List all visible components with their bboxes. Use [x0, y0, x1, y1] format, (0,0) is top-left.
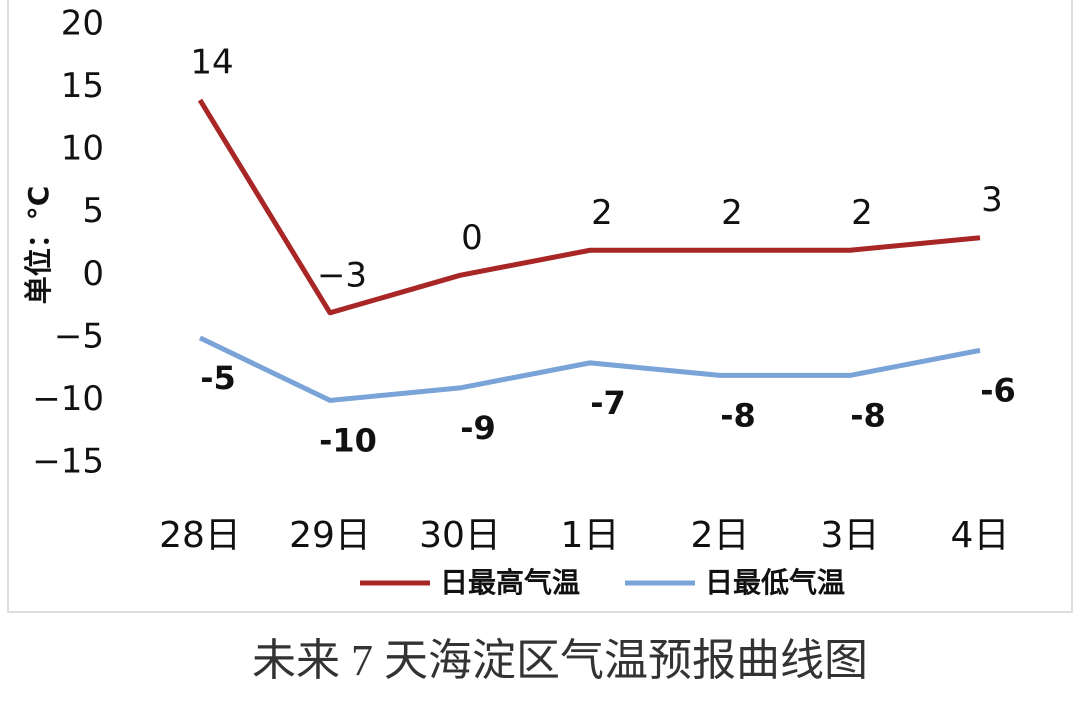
data-label: -5	[200, 359, 236, 397]
y-tick-label: 15	[61, 66, 104, 106]
y-tick-label: 20	[61, 4, 104, 44]
legend-label: 日最高气温	[440, 566, 580, 599]
y-tick-label: −5	[54, 316, 104, 356]
y-tick-label: −15	[32, 442, 104, 482]
data-label: 14	[190, 43, 233, 83]
data-label: -8	[850, 396, 886, 434]
data-label: 2	[591, 193, 613, 233]
x-tick-label: 2日	[691, 515, 750, 556]
y-tick-label: 10	[61, 129, 104, 169]
y-tick-label: 5	[82, 191, 104, 231]
data-label: 3	[981, 180, 1003, 220]
data-label: -9	[460, 409, 496, 447]
data-label: 2	[721, 193, 743, 233]
x-tick-label: 4日	[951, 515, 1010, 556]
caption: 未来 7 天海淀区气温预报曲线图	[252, 636, 868, 685]
data-label: −3	[317, 255, 367, 295]
x-tick-label: 29日	[289, 515, 371, 556]
x-tick-label: 28日	[159, 515, 241, 556]
data-label: -10	[319, 421, 377, 459]
data-label: 0	[461, 218, 483, 258]
x-tick-label: 1日	[561, 515, 620, 556]
series-line	[197, 98, 981, 316]
y-axis-title: 单位：°C	[22, 186, 55, 305]
data-label: -7	[590, 384, 626, 422]
y-tick-label: −10	[32, 379, 104, 419]
x-tick-label: 30日	[419, 515, 501, 556]
data-label: 2	[851, 193, 873, 233]
series-line	[198, 335, 981, 403]
data-label: -6	[980, 371, 1016, 409]
data-label: -8	[720, 396, 756, 434]
chart-frame	[7, 0, 1073, 613]
y-tick-label: 0	[82, 254, 104, 294]
legend-label: 日最低气温	[705, 566, 845, 599]
x-tick-label: 3日	[821, 515, 880, 556]
